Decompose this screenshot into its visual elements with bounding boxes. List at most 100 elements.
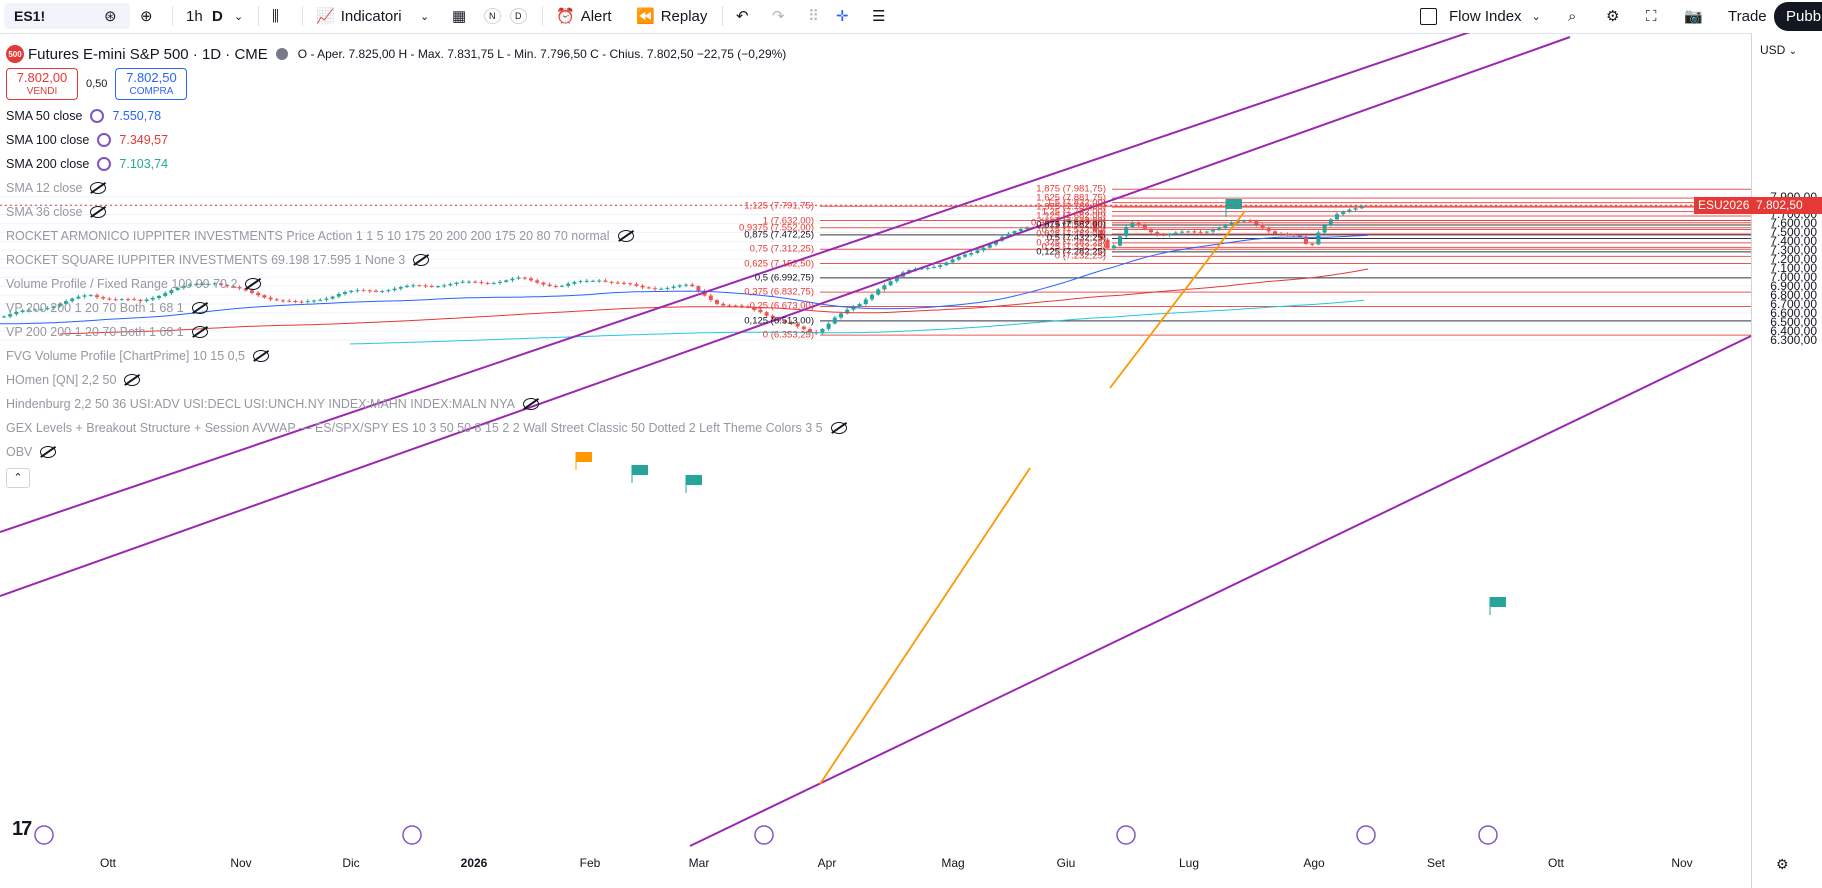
compare-plus-icon[interactable]: ⊕ bbox=[140, 8, 153, 25]
drag-handle-icon[interactable]: ⠿ bbox=[808, 8, 819, 25]
hidden-eye-icon[interactable] bbox=[191, 302, 208, 314]
settings-gear-icon[interactable]: ⚙ bbox=[1606, 8, 1620, 25]
candle-style-icon[interactable]: ⫼ bbox=[272, 7, 279, 25]
hidden-eye-icon[interactable] bbox=[617, 230, 634, 242]
indicator-row[interactable]: ROCKET SQUARE IUPPITER INVESTMENTS 69.19… bbox=[6, 248, 847, 272]
add-symbol-icon[interactable]: ⊛ bbox=[104, 8, 117, 25]
tradingview-logo[interactable]: 17 bbox=[12, 818, 32, 840]
candle-body bbox=[343, 292, 347, 294]
fullscreen-icon[interactable]: ⛶ bbox=[1646, 7, 1657, 25]
price-tick-label: 6.500,00 bbox=[1770, 315, 1817, 329]
sync-icon[interactable] bbox=[90, 109, 105, 123]
crosshair-icon[interactable]: ✛ bbox=[836, 8, 849, 25]
alert-button[interactable]: ⏰ Alert bbox=[556, 7, 612, 26]
candle-body bbox=[126, 299, 130, 301]
indicator-row[interactable]: VP 200 200 1 20 70 Both 1 68 1 bbox=[6, 320, 847, 344]
time-tick-label: Ago bbox=[1303, 856, 1325, 870]
candle-body bbox=[553, 285, 558, 287]
indicator-row[interactable]: SMA 36 close bbox=[6, 200, 847, 224]
symbol-search[interactable]: ES1! bbox=[4, 3, 130, 29]
hidden-eye-icon[interactable] bbox=[124, 374, 141, 386]
hidden-eye-icon[interactable] bbox=[90, 206, 107, 218]
replay-button[interactable]: ⏪ Replay bbox=[636, 7, 708, 26]
hidden-eye-icon[interactable] bbox=[253, 350, 269, 362]
hidden-eye-icon[interactable] bbox=[245, 278, 262, 290]
price-chart[interactable] bbox=[0, 33, 1751, 855]
candle-body bbox=[876, 289, 881, 295]
n-button[interactable]: N bbox=[484, 4, 501, 28]
flag-marker-icon bbox=[632, 465, 648, 475]
indicator-row[interactable]: FVG Volume Profile [ChartPrime] 10 15 0,… bbox=[6, 344, 847, 368]
axis-settings-icon[interactable]: ⚙ bbox=[1776, 856, 1789, 872]
indicators-button[interactable]: 📈 Indicatori bbox=[316, 4, 402, 28]
indicators-chevron-icon[interactable]: ⌄ bbox=[420, 10, 430, 23]
indicator-row[interactable]: HOmen [QN] 2,2 50 bbox=[6, 368, 847, 392]
candle-body bbox=[839, 313, 843, 318]
indicator-row[interactable]: OBV bbox=[6, 440, 847, 464]
buy-button[interactable]: 7.802,50 COMPRA bbox=[115, 68, 188, 100]
publish-button[interactable]: Pubb bbox=[1774, 2, 1822, 31]
indicator-list: SMA 50 close 7.550,78 SMA 100 close 7.349,5… bbox=[6, 104, 847, 464]
candle-body bbox=[212, 283, 217, 285]
price-tick-label: 7.100,00 bbox=[1770, 261, 1817, 276]
indicator-row[interactable]: Hindenburg 2,2 50 36 USI:ADV USI:DECL US… bbox=[6, 392, 847, 416]
hidden-eye-icon[interactable] bbox=[413, 254, 430, 266]
d-button[interactable]: D bbox=[510, 4, 527, 28]
candle-body bbox=[188, 284, 192, 286]
price-axis[interactable]: USD ⌄ 7.900,007.800,007.700,007.600,007.… bbox=[1751, 33, 1822, 888]
sell-button[interactable]: 7.802,00 VENDI bbox=[6, 68, 78, 100]
candle-body bbox=[274, 299, 279, 301]
interval-d[interactable]: D bbox=[212, 7, 223, 25]
candle-body bbox=[349, 290, 354, 293]
layout-menu-icon[interactable]: ☰ bbox=[872, 8, 886, 25]
indicator-row[interactable]: SMA 50 close 7.550,78 bbox=[6, 104, 847, 128]
candle-body bbox=[163, 293, 168, 296]
templates-icon[interactable]: ▦ bbox=[452, 8, 467, 25]
candle-body bbox=[82, 295, 87, 297]
quick-search-icon[interactable]: ⌕ bbox=[1568, 7, 1577, 25]
candle-body bbox=[281, 300, 285, 302]
hidden-eye-icon[interactable] bbox=[40, 446, 57, 458]
candlestick-series bbox=[2, 205, 1364, 336]
interval-chevron-icon[interactable]: ⌄ bbox=[234, 10, 244, 23]
candle-body bbox=[287, 300, 292, 302]
indicator-row[interactable]: ROCKET ARMONICO IUPPITER INVESTMENTS Pri… bbox=[6, 224, 847, 248]
candle-body bbox=[981, 247, 986, 251]
redo-icon[interactable]: ↷ bbox=[772, 8, 785, 25]
candle-body bbox=[1266, 228, 1271, 232]
market-status-icon[interactable] bbox=[275, 48, 288, 60]
undo-icon[interactable]: ↶ bbox=[736, 8, 749, 25]
candle-body bbox=[560, 285, 564, 287]
candle-body bbox=[1279, 233, 1284, 235]
candle-body bbox=[250, 290, 254, 293]
interval-1h[interactable]: 1h bbox=[186, 7, 203, 25]
time-tick-label: Apr bbox=[817, 856, 837, 870]
indicator-row[interactable]: SMA 200 close 7.103,74 bbox=[6, 152, 847, 176]
camera-icon[interactable]: 📷 bbox=[1684, 8, 1703, 25]
indicator-row[interactable]: SMA 12 close bbox=[6, 176, 847, 200]
hidden-eye-icon[interactable] bbox=[522, 398, 539, 410]
candle-body bbox=[1080, 220, 1085, 222]
candle-body bbox=[659, 288, 664, 290]
candle-body bbox=[324, 298, 329, 300]
time-tick-label: Mag bbox=[941, 856, 965, 870]
sync-icon[interactable] bbox=[97, 157, 112, 171]
indicator-row[interactable]: Volume Profile / Fixed Range 100 99 70 2 bbox=[6, 272, 847, 296]
flow-index-toggle[interactable]: Flow Index ⌄ bbox=[1420, 4, 1541, 28]
hidden-eye-icon[interactable] bbox=[830, 422, 847, 434]
candle-body bbox=[721, 303, 726, 306]
trade-button[interactable]: Trade bbox=[1728, 7, 1767, 25]
sync-icon[interactable] bbox=[97, 133, 112, 147]
candle-body bbox=[1242, 220, 1246, 222]
collapse-legend-button[interactable]: ⌃ bbox=[6, 468, 30, 488]
hidden-eye-icon[interactable] bbox=[90, 182, 107, 194]
indicator-row[interactable]: VP 200 200 1 20 70 Both 1 68 1 bbox=[6, 296, 847, 320]
currency-selector[interactable]: USD ⌄ bbox=[1760, 43, 1798, 57]
candle-body bbox=[1223, 225, 1228, 228]
candle-body bbox=[138, 299, 143, 302]
candle-body bbox=[578, 281, 583, 283]
indicator-row[interactable]: SMA 100 close 7.349,57 bbox=[6, 128, 847, 152]
symbol-title[interactable]: Futures E-mini S&P 500 · 1D · CME bbox=[28, 45, 268, 63]
hidden-eye-icon[interactable] bbox=[191, 326, 208, 338]
indicator-row[interactable]: GEX Levels + Breakout Structure + Sessio… bbox=[6, 416, 847, 440]
